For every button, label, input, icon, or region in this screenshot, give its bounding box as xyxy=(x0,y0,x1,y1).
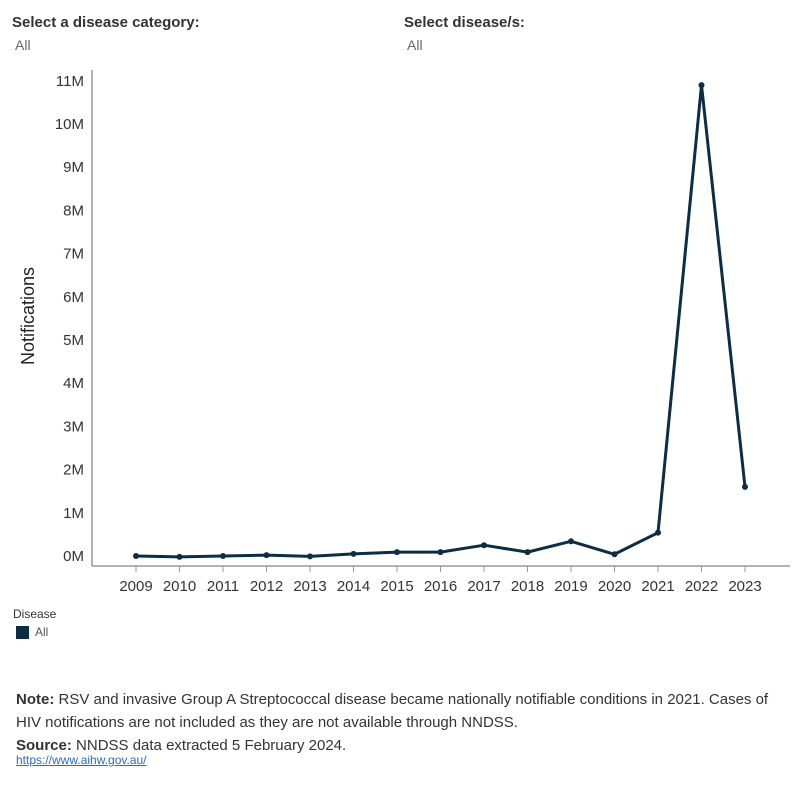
x-tick-label: 2010 xyxy=(163,578,196,595)
x-axis-ticks: 2009 2010 2011 2012 2013 2014 2015 2016 2017 2018… xyxy=(119,566,762,595)
disease-value[interactable]: All xyxy=(407,37,423,53)
disease-category-filter[interactable]: Select a disease category: All xyxy=(12,14,200,53)
data-point[interactable] xyxy=(263,552,270,559)
data-point[interactable] xyxy=(655,529,661,536)
x-tick-label: 2012 xyxy=(250,578,283,595)
note-label: Note: xyxy=(16,691,55,708)
x-tick-label: 2022 xyxy=(685,578,718,595)
note-paragraph: Note: RSV and invasive Group A Streptoco… xyxy=(16,688,786,734)
x-tick-label: 2017 xyxy=(467,578,500,595)
data-point[interactable] xyxy=(698,82,705,89)
disease-category-label: Select a disease category: xyxy=(12,14,200,31)
source-label: Source: xyxy=(16,737,72,754)
x-tick-label: 2020 xyxy=(598,578,631,595)
y-tick-label: 3M xyxy=(63,418,84,435)
y-tick-label: 1M xyxy=(63,505,84,522)
data-point[interactable] xyxy=(481,542,487,549)
y-tick-label: 2M xyxy=(63,462,84,479)
data-point[interactable] xyxy=(437,549,444,556)
disease-label: Select disease/s: xyxy=(404,14,525,31)
disease-category-value[interactable]: All xyxy=(15,37,31,53)
note-text: RSV and invasive Group A Streptococcal d… xyxy=(16,691,769,731)
x-tick-label: 2014 xyxy=(337,578,370,595)
data-point[interactable] xyxy=(394,549,400,556)
legend-item-label: All xyxy=(35,625,49,639)
legend-item-all[interactable]: All xyxy=(16,625,48,639)
series-line-all[interactable] xyxy=(135,83,747,559)
notes-block: Note: RSV and invasive Group A Streptoco… xyxy=(16,688,786,757)
y-axis-label: Notifications xyxy=(18,267,38,365)
x-tick-label: 2013 xyxy=(293,578,326,595)
data-point[interactable] xyxy=(350,550,357,557)
x-tick-label: 2015 xyxy=(380,578,413,595)
y-axis-ticks: 0M 1M 2M 3M 4M 5M 6M 7M 8M 9M 10M 11M xyxy=(55,73,84,565)
x-tick-label: 2023 xyxy=(728,578,761,595)
y-tick-label: 4M xyxy=(63,375,84,392)
series-group xyxy=(133,82,748,560)
legend-title: Disease xyxy=(13,607,57,621)
x-tick-label: 2021 xyxy=(641,578,674,595)
x-tick-label: 2019 xyxy=(554,578,587,595)
x-tick-label: 2016 xyxy=(424,578,457,595)
source-paragraph: Source: NNDSS data extracted 5 February … xyxy=(16,734,786,757)
x-tick-label: 2009 xyxy=(119,578,152,595)
y-tick-label: 11M xyxy=(56,73,84,90)
data-point[interactable] xyxy=(133,553,139,559)
data-point[interactable] xyxy=(611,551,618,558)
y-tick-label: 8M xyxy=(63,202,84,219)
data-point[interactable] xyxy=(176,553,183,560)
data-point[interactable] xyxy=(568,538,574,545)
data-point[interactable] xyxy=(524,549,531,556)
legend-swatch xyxy=(16,625,29,639)
x-tick-label: 2018 xyxy=(511,578,544,595)
y-tick-label: 9M xyxy=(63,159,84,176)
data-point[interactable] xyxy=(742,483,748,490)
y-tick-label: 0M xyxy=(63,548,84,565)
x-tick-label: 2011 xyxy=(207,578,239,595)
y-tick-label: 5M xyxy=(63,332,84,349)
data-point[interactable] xyxy=(220,553,226,559)
source-text: NNDSS data extracted 5 February 2024. xyxy=(76,737,347,754)
data-point[interactable] xyxy=(307,553,313,560)
y-tick-label: 6M xyxy=(63,289,84,306)
aihw-link[interactable]: https://www.aihw.gov.au/ xyxy=(16,753,147,767)
y-tick-label: 7M xyxy=(63,246,84,263)
y-tick-label: 10M xyxy=(55,116,84,133)
disease-filter[interactable]: Select disease/s: All xyxy=(404,14,525,53)
